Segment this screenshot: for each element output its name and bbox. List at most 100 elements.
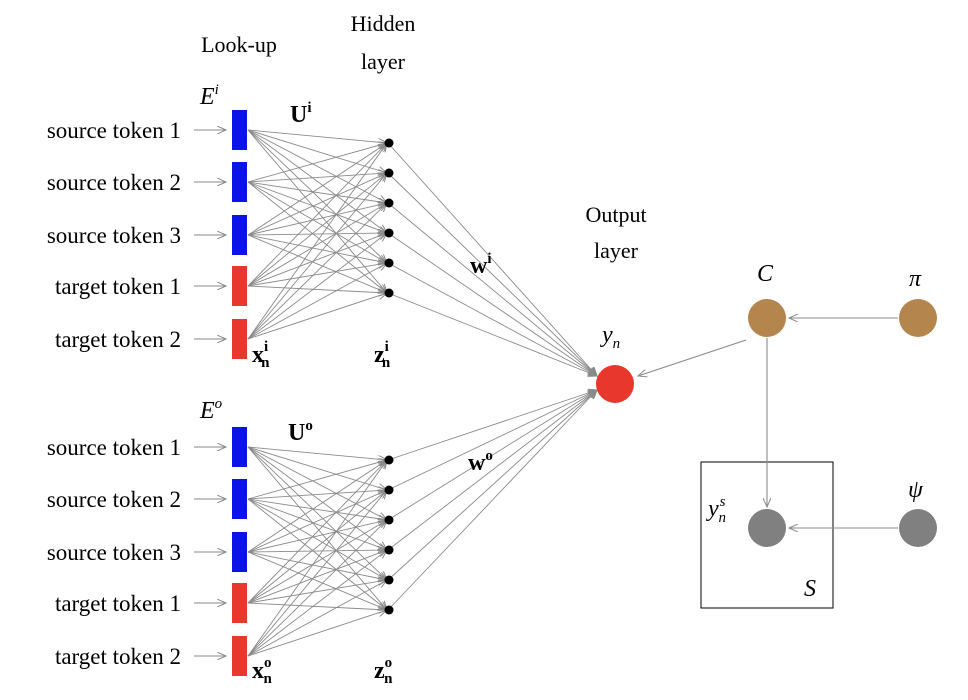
edge-embedding-to-hidden [247,234,387,293]
edge-embedding-to-hidden [247,460,387,604]
input-source-embedding [232,110,247,150]
x-input-label: xi n [252,339,270,371]
edge-embedding-to-hidden [247,233,387,340]
w-input-label: wi [470,251,492,279]
edge-embedding-to-hidden [247,143,387,183]
edge-embedding-to-hidden [247,498,387,550]
edge-embedding-to-hidden [247,143,387,340]
edge-embedding-to-hidden [247,498,387,520]
edge-hidden-to-output [387,202,597,376]
edge-hidden-to-output [387,142,597,376]
edge-embedding-to-hidden [247,460,387,553]
edge-embedding-to-hidden [247,233,387,235]
output-token-label: target token 2 [55,644,181,669]
input-token-label: target token 2 [55,327,181,352]
lookup-header: Look-up [201,32,277,57]
output-hidden-node [384,605,394,615]
edge-embedding-to-hidden [247,602,387,610]
edge-embedding-to-hidden [247,181,387,233]
output-layer-header-line2: layer [594,238,639,263]
output-token-label: source token 1 [47,435,181,460]
input-target-embedding [232,319,247,359]
edge-embedding-to-hidden [247,263,387,340]
output-layer-header-line1: Output [585,202,646,227]
input-token-label: source token 3 [47,223,181,248]
edge-embedding-to-hidden [247,129,387,173]
output-hidden-node [384,515,394,525]
edge-hidden-to-output [387,172,597,376]
c-node-label: C [757,261,774,287]
edge-embedding-to-hidden [247,129,387,233]
hidden-layer-header-line1: Hidden [351,11,416,36]
output-source-embedding [232,479,247,519]
edge-embedding-to-hidden [247,173,387,340]
input-source-embedding [232,215,247,255]
input-hidden-node [384,228,394,238]
z-output-label: zo n [374,655,393,687]
edge-embedding-to-hidden [247,551,387,610]
output-hidden-node [384,545,394,555]
prior-node-psi [899,509,937,547]
edge-embedding-to-hidden [247,520,387,604]
input-token-label: source token 2 [47,170,181,195]
input-source-embedding [232,162,247,202]
pi-node-label: π [909,266,922,292]
edge-embedding-to-hidden [247,446,387,610]
output-target-embedding [232,583,247,623]
input-hidden-node [384,138,394,148]
input-hidden-node [384,288,394,298]
ys-node-label: ys n [706,494,726,526]
edge-embedding-to-hidden [247,490,387,500]
hidden-nodes [384,138,394,615]
edge-hidden-to-output [387,390,597,551]
output-hidden-node [384,575,394,585]
edge-embedding-to-hidden [247,520,387,657]
edge-embedding-to-hidden [247,129,387,143]
output-node [596,365,634,403]
edge-embedding-to-hidden [247,173,387,183]
edge-embedding-to-hidden [247,143,387,287]
input-hidden-node [384,168,394,178]
hidden-layer-header-line2: layer [361,49,406,74]
output-hidden-node [384,485,394,495]
edge-embedding-to-hidden [247,580,387,604]
embedding-output-label: Eo [199,396,223,424]
output-source-embedding [232,532,247,572]
edge-embedding-to-hidden [247,446,387,580]
w-output-label: wo [468,448,493,476]
output-node-label: yn [600,322,620,352]
edge-hidden-to-output [387,390,597,491]
edge-embedding-to-hidden [247,263,387,287]
psi-node-label: ψ [908,477,924,503]
weight-u-output-label: Uo [288,418,313,446]
edge-embedding-to-hidden [247,446,387,520]
edge-embedding-to-hidden [247,181,387,293]
edge-embedding-to-hidden [247,551,387,580]
output-hidden-node [384,455,394,465]
edge-embedding-to-hidden [247,498,387,610]
output-target-embedding [232,636,247,676]
edge-hidden-to-output [387,390,597,581]
output-source-embedding [232,427,247,467]
edge-embedding-to-hidden [247,129,387,293]
edge-embedding-to-hidden [247,234,387,263]
edge-hidden-to-output [387,390,597,521]
edge-embedding-to-hidden [247,490,387,553]
edge-embedding-to-hidden [247,129,387,263]
edge-embedding-to-hidden [247,490,387,657]
edge-embedding-to-hidden [247,173,387,236]
weight-u-input-label: Ui [290,100,312,128]
edge-hidden-to-output [387,292,597,376]
input-token-label: source token 1 [47,118,181,143]
edge-embedding-to-hidden [247,233,387,287]
edge-embedding-to-hidden [247,293,387,340]
token-rows: source token 1 source token 2 source token… [47,110,247,676]
edge-embedding-to-hidden [247,143,387,236]
edge-hidden-to-output [387,390,597,461]
edge-hidden-to-output [387,232,597,376]
edge-embedding-to-hidden [247,285,387,293]
embedding-input-label: Ei [199,82,219,110]
edge-embedding-to-hidden [247,446,387,550]
edge-embedding-to-hidden [247,203,387,340]
